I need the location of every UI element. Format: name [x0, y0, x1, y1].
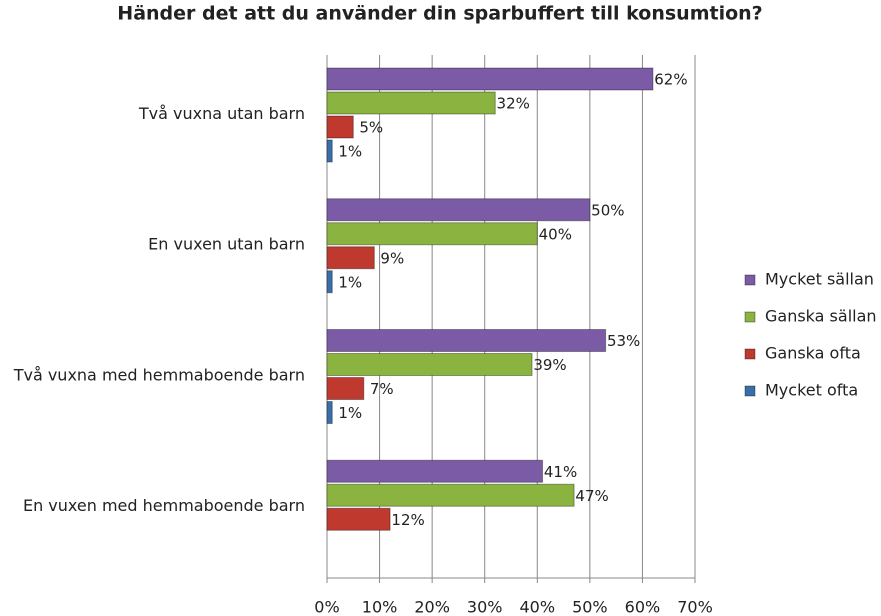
data-label: 9%: [380, 249, 404, 267]
data-label: 5%: [359, 119, 383, 137]
x-tick-label: 50%: [572, 598, 608, 616]
bar: [326, 67, 654, 91]
x-tick-label: 40%: [520, 598, 556, 616]
data-label: 12%: [391, 511, 424, 529]
data-label: 1%: [338, 404, 362, 422]
y-tick-label: En vuxen utan barn: [148, 235, 305, 254]
bar: [326, 270, 333, 294]
legend-marker: [744, 385, 756, 397]
bar: [326, 329, 607, 352]
bar: [326, 246, 375, 270]
bar: [326, 139, 333, 163]
legend-marker: [744, 274, 756, 286]
legend-label: Ganska ofta: [765, 344, 861, 363]
bar: [326, 91, 496, 115]
legend-marker: [744, 311, 756, 323]
bar: [326, 401, 333, 424]
data-label: 1%: [338, 143, 362, 161]
bar: [326, 507, 391, 531]
data-label: 40%: [539, 225, 572, 243]
legend-marker: [744, 348, 756, 360]
legend-label: Mycket sällan: [765, 270, 874, 289]
bar: [326, 353, 533, 376]
x-tick-label: 20%: [414, 598, 450, 616]
data-label: 53%: [607, 332, 640, 350]
x-tick-label: 30%: [467, 598, 503, 616]
legend-label: Mycket ofta: [765, 381, 858, 400]
legend-label: Ganska sällan: [765, 307, 877, 326]
bar: [326, 198, 591, 222]
data-label: 62%: [654, 71, 687, 89]
data-label: 32%: [497, 95, 530, 113]
y-tick-label: Två vuxna utan barn: [138, 104, 305, 123]
x-tick-label: 10%: [362, 598, 398, 616]
data-label: 39%: [533, 356, 566, 374]
data-label: 47%: [575, 487, 608, 505]
y-tick-label: Två vuxna med hemmaboende barn: [13, 365, 305, 384]
bar: [326, 459, 544, 483]
data-label: 7%: [370, 380, 394, 398]
bar: [326, 377, 365, 400]
x-tick-label: 70%: [677, 598, 713, 616]
bar: [326, 115, 354, 139]
bar: [326, 483, 575, 507]
data-label: 50%: [591, 201, 624, 219]
data-label: 1%: [338, 273, 362, 291]
bar: [326, 222, 538, 246]
x-tick-label: 0%: [314, 598, 339, 616]
y-tick-label: En vuxen med hemmaboende barn: [23, 496, 305, 515]
chart-title: Händer det att du använder din sparbuffe…: [117, 3, 762, 25]
x-tick-label: 60%: [625, 598, 661, 616]
data-label: 41%: [544, 463, 577, 481]
